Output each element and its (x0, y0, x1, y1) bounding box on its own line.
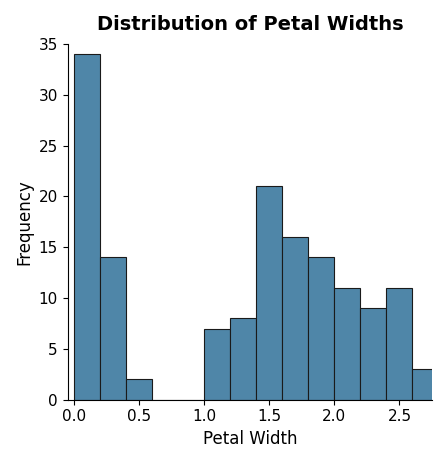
Bar (126, 379, 152, 400)
Bar (256, 186, 283, 400)
Bar (230, 319, 256, 400)
Bar (283, 237, 308, 400)
Bar (360, 308, 387, 400)
Bar (100, 257, 126, 400)
Bar (308, 257, 334, 400)
Y-axis label: Frequency: Frequency (15, 179, 33, 265)
Bar (387, 288, 413, 400)
Title: Distribution of Petal Widths: Distribution of Petal Widths (97, 15, 403, 34)
X-axis label: Petal Width: Petal Width (202, 430, 297, 448)
Bar (204, 329, 230, 400)
Bar (413, 369, 439, 400)
Bar (74, 54, 100, 400)
Bar (334, 288, 360, 400)
